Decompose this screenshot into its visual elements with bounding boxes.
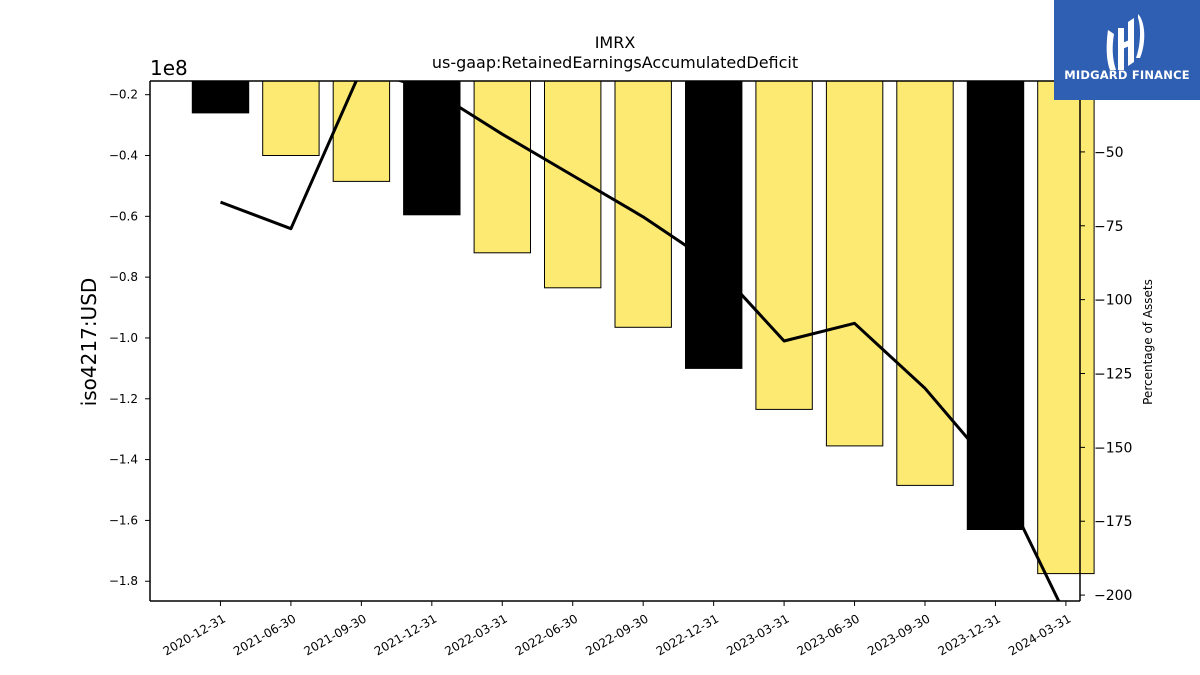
- bar-2021-06-30: [262, 80, 320, 156]
- bar-2020-12-31: [191, 80, 250, 114]
- x-tick-label: 2024-03-31: [1006, 611, 1073, 658]
- y-tick-label: −0.2: [109, 88, 138, 102]
- bar-2023-09-30: [896, 80, 954, 486]
- bar-2023-03-31: [755, 80, 813, 410]
- bar-2022-12-31: [685, 80, 743, 369]
- y-tick-label: −1.4: [109, 453, 138, 467]
- x-tick-label: 2020-12-31: [161, 611, 228, 658]
- y2-tick-label: −75: [1094, 219, 1124, 235]
- bar-2021-09-30: [332, 80, 391, 182]
- y-axis-label: iso4217:USD: [77, 278, 101, 407]
- y-tick-label: −0.4: [109, 149, 138, 163]
- bars-layer: [191, 80, 1095, 575]
- bar-2022-06-30: [544, 80, 602, 289]
- y2-tick-label: −150: [1094, 440, 1132, 456]
- x-tick-label: 2022-09-30: [583, 611, 650, 658]
- y2-tick-label: −125: [1094, 367, 1132, 383]
- x-tick-label: 2021-09-30: [301, 611, 368, 658]
- x-tick-label: 2023-03-31: [724, 611, 791, 658]
- bar-2023-12-31: [966, 80, 1025, 530]
- y-tick-label: −0.6: [109, 209, 138, 223]
- x-tick-label: 2022-12-31: [654, 611, 721, 658]
- y-tick-label: −1.8: [109, 574, 138, 588]
- brand-logo: MIDGARD FINANCE: [1054, 0, 1200, 100]
- x-tick-label: 2023-06-30: [795, 611, 862, 658]
- y-tick-label: −1.2: [109, 392, 138, 406]
- chart-subtitle: us-gaap:RetainedEarningsAccumulatedDefic…: [432, 53, 798, 72]
- x-tick-label: 2021-06-30: [231, 611, 298, 658]
- y-tick-label: −0.8: [109, 270, 138, 284]
- logo-mark-icon: [1106, 14, 1145, 70]
- x-tick-label: 2022-03-31: [442, 611, 509, 658]
- y2-tick-label: −50: [1094, 145, 1124, 161]
- y-offset-label: 1e8: [150, 56, 188, 80]
- x-tick-label: 2022-06-30: [513, 611, 580, 658]
- y2-axis-label: Percentage of Assets: [1141, 279, 1155, 405]
- percentage-line: [219, 81, 1061, 601]
- bar-2024-03-31: [1037, 80, 1095, 575]
- x-tick-label: 2023-09-30: [865, 611, 932, 658]
- chart-title: IMRX: [595, 33, 636, 52]
- x-tick-label: 2023-12-31: [936, 611, 1003, 658]
- line-layer: [219, 81, 1061, 601]
- bar-2022-03-31: [473, 80, 532, 254]
- y-tick-label: −1.0: [109, 331, 138, 345]
- y2-tick-label: −175: [1094, 514, 1132, 530]
- y-tick-label: −1.6: [109, 513, 138, 527]
- bar-2023-06-30: [825, 80, 884, 447]
- x-tick-label: 2021-12-31: [372, 611, 439, 658]
- logo-text: MIDGARD FINANCE: [1064, 68, 1190, 82]
- y2-tick-label: −200: [1094, 588, 1132, 604]
- y2-tick-label: −100: [1094, 293, 1132, 309]
